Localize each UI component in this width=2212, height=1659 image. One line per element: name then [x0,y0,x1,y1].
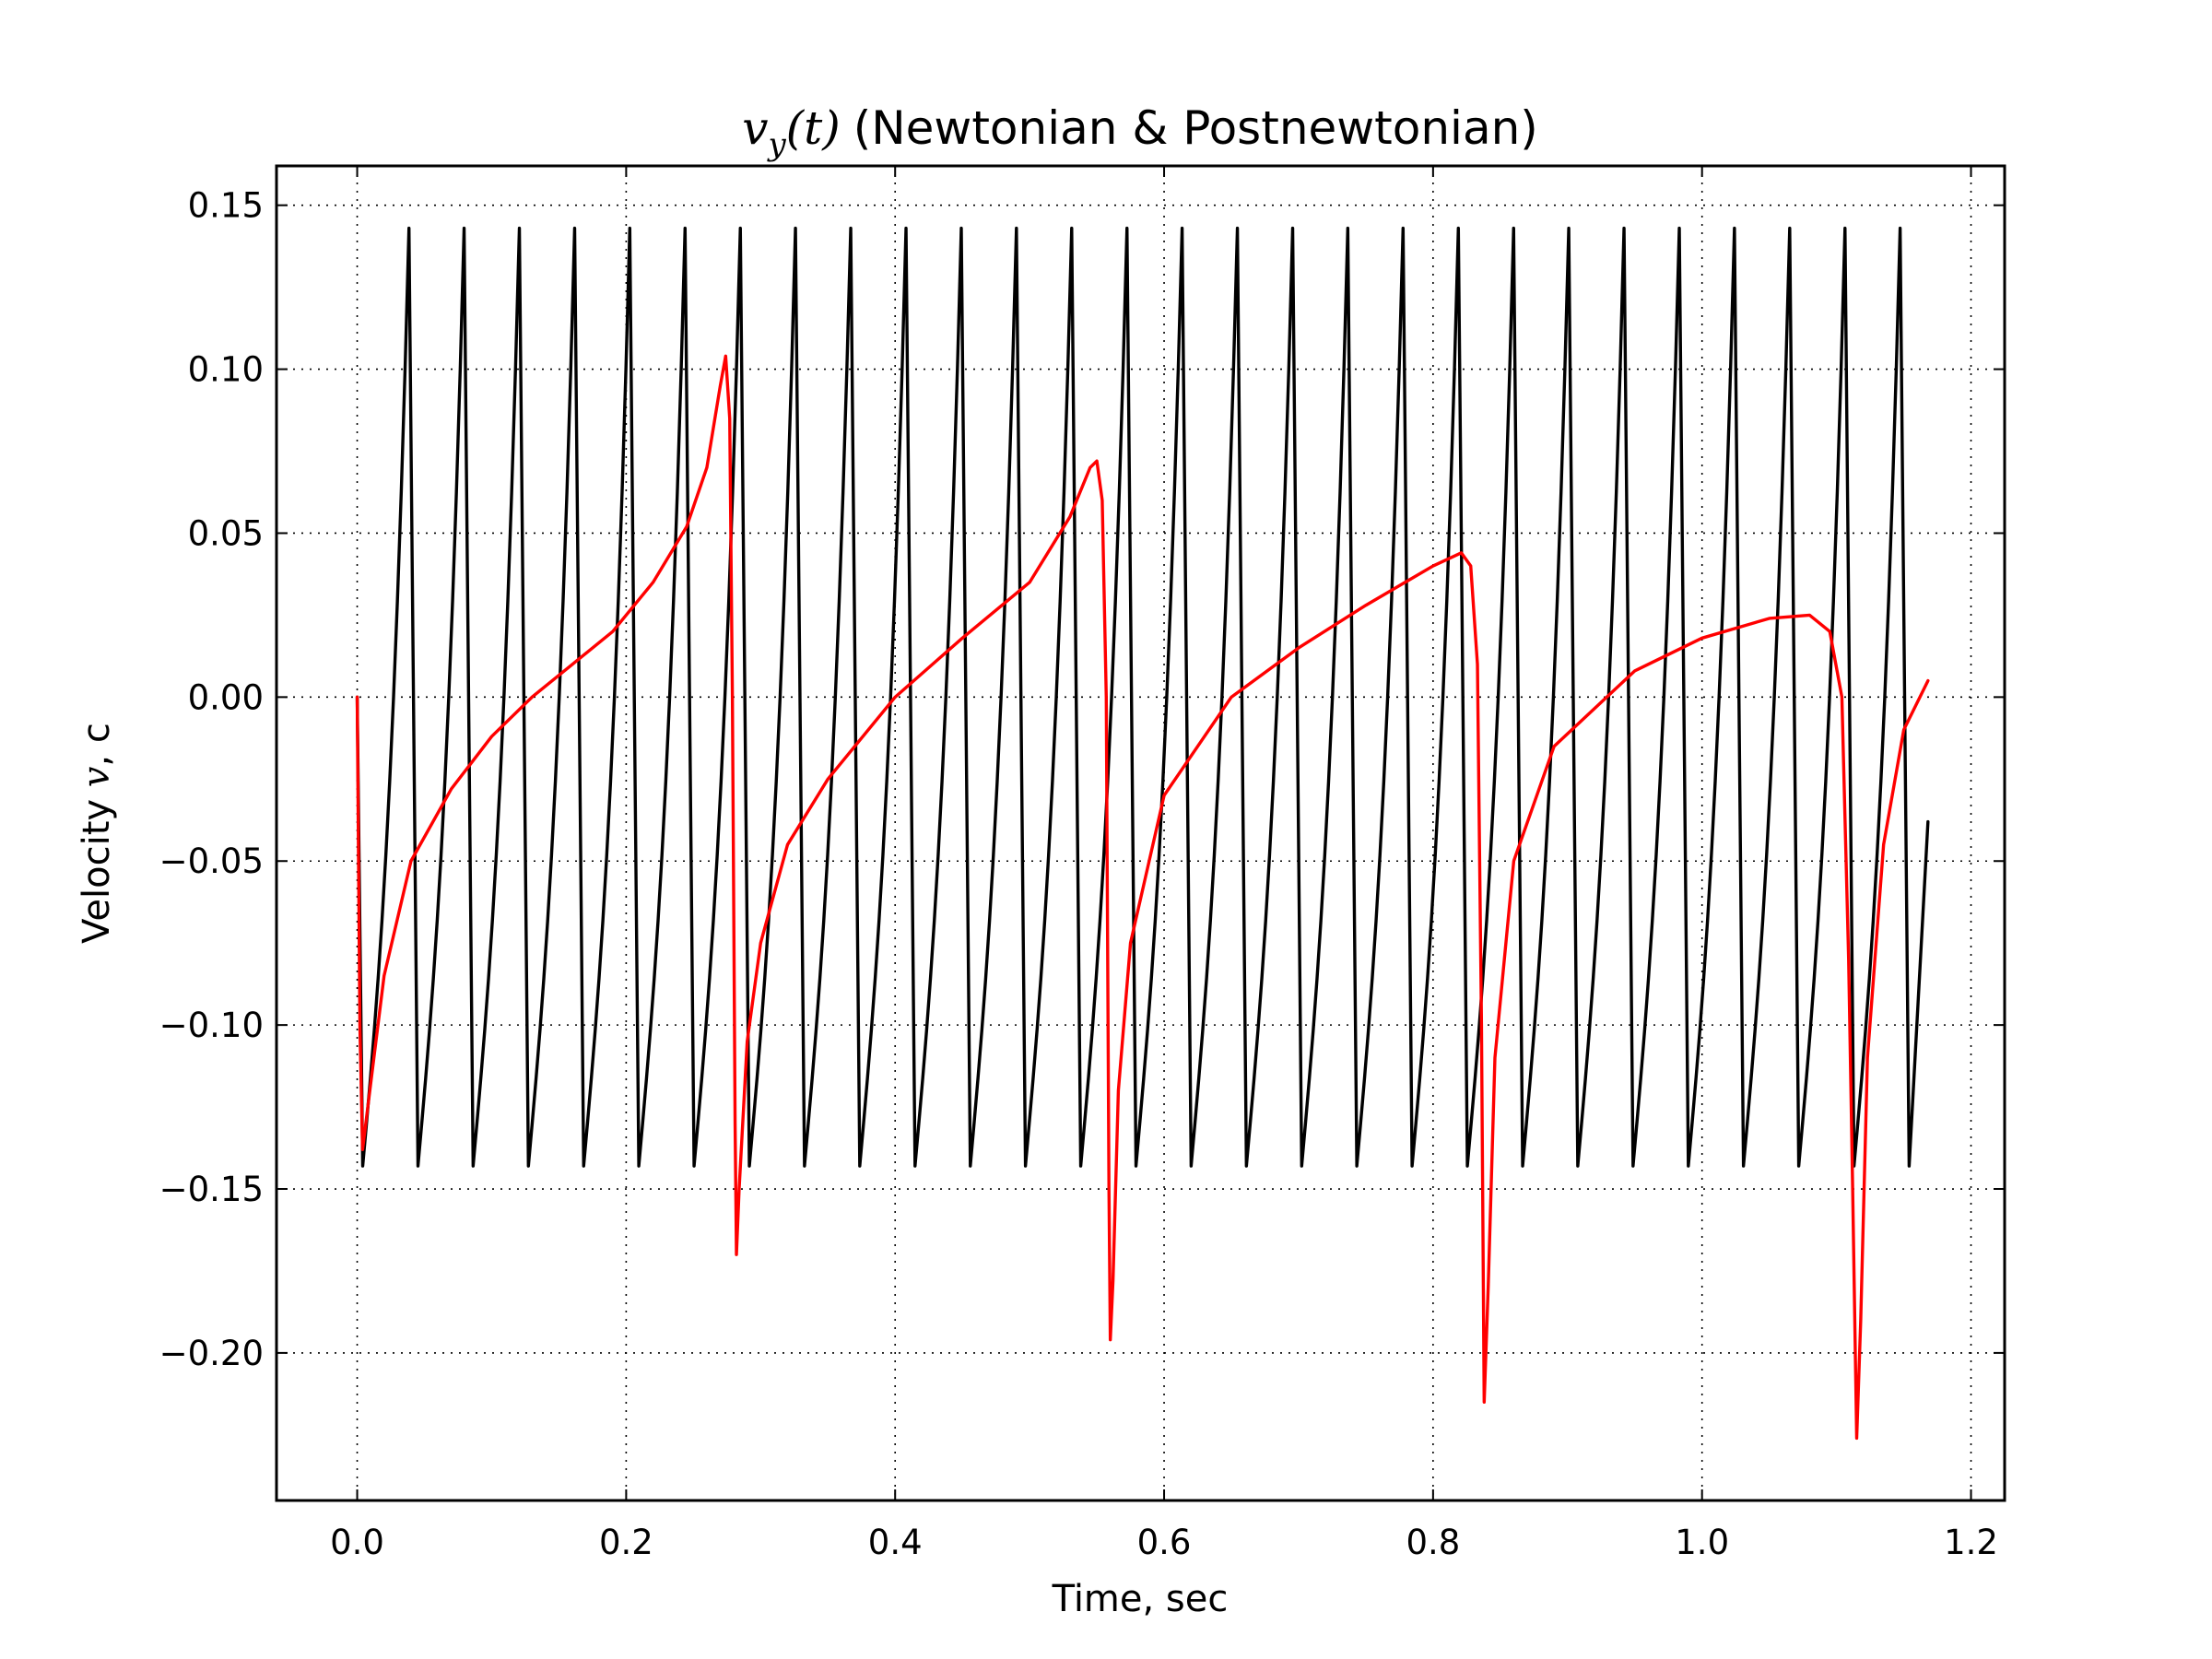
y-tick-label: 0.15 [188,186,264,226]
x-tick-label: 0.4 [868,1523,923,1562]
y-axis-label-math: v [76,766,118,787]
title-math-subscript: y [766,126,786,163]
x-tick-label: 0.0 [330,1523,384,1562]
y-tick-labels: 0.15 0.10 0.05 0.00 −0.05 −0.10 −0.15 −0.20 [159,186,264,1373]
y-axis-label-prefix: Velocity [76,787,118,944]
plot-frame [275,164,2006,1502]
y-tick-label: 0.10 [188,350,264,390]
x-tick-label: 0.2 [599,1523,653,1562]
title-math: v [742,101,768,155]
y-tick-label: 0.00 [188,677,264,717]
postnewtonian-series-line [355,354,1930,1441]
x-axis-label: Time, sec [1052,1578,1229,1620]
y-axis-label: Velocity v, c [76,723,118,944]
tick-marks [276,166,2005,1500]
x-tick-labels: 0.0 0.2 0.4 0.6 0.8 1.0 1.2 [330,1523,1998,1562]
grid-lines [276,166,2005,1500]
y-axis-label-suffix: , c [76,723,118,766]
y-tick-label: −0.15 [159,1170,264,1209]
y-tick-label: −0.20 [159,1334,264,1373]
y-tick-label: 0.05 [188,513,264,553]
x-tick-label: 1.2 [1944,1523,1998,1562]
title-math-arg: (t) [786,101,841,155]
x-tick-label: 1.0 [1675,1523,1729,1562]
y-tick-label: −0.05 [159,841,264,881]
series-group [355,226,1930,1441]
x-tick-label: 0.8 [1406,1523,1460,1562]
newtonian-series-line [355,226,1930,1168]
title-text: (Newtonian & Postnewtonian) [853,101,1538,155]
chart-title: vy(t) (Newtonian & Postnewtonian) [742,101,1538,163]
y-tick-label: −0.10 [159,1006,264,1045]
x-tick-label: 0.6 [1137,1523,1192,1562]
